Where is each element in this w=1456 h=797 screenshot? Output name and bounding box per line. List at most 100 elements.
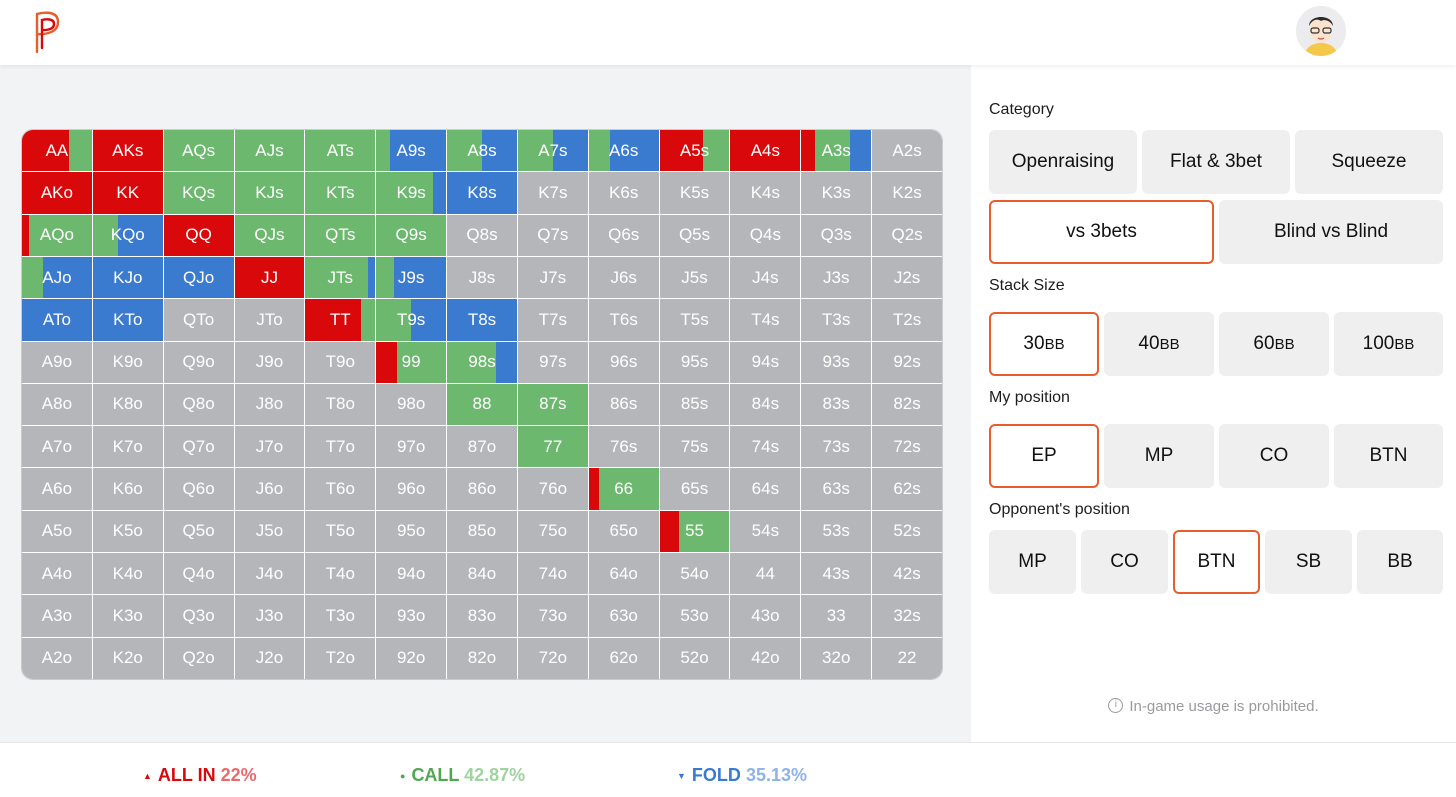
hand-cell[interactable]: J8s xyxy=(447,256,517,299)
hand-cell[interactable]: 65s xyxy=(659,468,730,510)
hand-cell[interactable]: T3s xyxy=(801,299,872,341)
hand-cell[interactable]: K9o xyxy=(92,341,163,383)
hand-cell[interactable]: A8o xyxy=(22,383,92,426)
hand-cell[interactable]: 85o xyxy=(447,510,517,553)
hand-cell[interactable]: 95o xyxy=(376,510,447,553)
hand-cell[interactable]: 72s xyxy=(872,426,942,468)
hand-cell[interactable]: KTo xyxy=(92,299,163,341)
hand-cell[interactable]: JTs xyxy=(305,256,376,299)
hand-cell[interactable]: Q8o xyxy=(163,383,234,426)
hand-cell[interactable]: A4o xyxy=(22,553,92,595)
hand-cell[interactable]: KQo xyxy=(92,214,163,256)
hand-cell[interactable]: 87s xyxy=(517,383,588,426)
hand-cell[interactable]: 94s xyxy=(730,341,801,383)
hand-cell[interactable]: A6o xyxy=(22,468,92,510)
hand-cell[interactable]: 85s xyxy=(659,383,730,426)
hand-cell[interactable]: 73o xyxy=(517,595,588,637)
hand-cell[interactable]: 99 xyxy=(376,341,447,383)
hand-cell[interactable]: QJo xyxy=(163,256,234,299)
hand-cell[interactable]: J4o xyxy=(234,553,305,595)
stack-60bb[interactable]: 60 BB xyxy=(1219,312,1329,376)
category-openraising[interactable]: Openraising xyxy=(989,130,1137,194)
hand-cell[interactable]: 98s xyxy=(447,341,517,383)
hand-cell[interactable]: Q3s xyxy=(801,214,872,256)
hand-cell[interactable]: 33 xyxy=(801,595,872,637)
hand-cell[interactable]: 63s xyxy=(801,468,872,510)
hand-cell[interactable]: J5o xyxy=(234,510,305,553)
hand-cell[interactable]: 66 xyxy=(588,468,659,510)
hand-cell[interactable]: 54o xyxy=(659,553,730,595)
hand-cell[interactable]: 97o xyxy=(376,426,447,468)
hand-cell[interactable]: Q3o xyxy=(163,595,234,637)
hand-cell[interactable]: K2o xyxy=(92,637,163,679)
hand-cell[interactable]: 86o xyxy=(447,468,517,510)
hand-cell[interactable]: 84s xyxy=(730,383,801,426)
hand-cell[interactable]: AQo xyxy=(22,214,92,256)
opp-position-btn[interactable]: BTN xyxy=(1173,530,1260,594)
hand-cell[interactable]: K5s xyxy=(659,172,730,214)
category-blind-vs-blind[interactable]: Blind vs Blind xyxy=(1219,200,1443,264)
opp-position-co[interactable]: CO xyxy=(1081,530,1168,594)
hand-cell[interactable]: 92s xyxy=(872,341,942,383)
hand-cell[interactable]: 86s xyxy=(588,383,659,426)
hand-cell[interactable]: 52s xyxy=(872,510,942,553)
hand-cell[interactable]: QTs xyxy=(305,214,376,256)
hand-cell[interactable]: J8o xyxy=(234,383,305,426)
hand-cell[interactable]: 73s xyxy=(801,426,872,468)
hand-cell[interactable]: K8s xyxy=(447,172,517,214)
hand-cell[interactable]: 72o xyxy=(517,637,588,679)
hand-cell[interactable]: 22 xyxy=(872,637,942,679)
hand-cell[interactable]: Q9s xyxy=(376,214,447,256)
hand-cell[interactable]: K3o xyxy=(92,595,163,637)
hand-cell[interactable]: K7o xyxy=(92,426,163,468)
hand-cell[interactable]: AJo xyxy=(22,256,92,299)
hand-cell[interactable]: 93s xyxy=(801,341,872,383)
hand-cell[interactable]: Q4o xyxy=(163,553,234,595)
hand-cell[interactable]: 96s xyxy=(588,341,659,383)
opp-position-sb[interactable]: SB xyxy=(1265,530,1352,594)
hand-cell[interactable]: T8o xyxy=(305,383,376,426)
hand-cell[interactable]: KTs xyxy=(305,172,376,214)
hand-cell[interactable]: JJ xyxy=(234,256,305,299)
hand-cell[interactable]: J7s xyxy=(517,256,588,299)
hand-cell[interactable]: 44 xyxy=(730,553,801,595)
hand-cell[interactable]: J5s xyxy=(659,256,730,299)
hand-cell[interactable]: AJs xyxy=(234,130,305,172)
hand-cell[interactable]: 55 xyxy=(659,510,730,553)
hand-cell[interactable]: TT xyxy=(305,299,376,341)
hand-cell[interactable]: 64s xyxy=(730,468,801,510)
hand-cell[interactable]: Q6s xyxy=(588,214,659,256)
hand-cell[interactable]: A2s xyxy=(872,130,942,172)
hand-cell[interactable]: Q9o xyxy=(163,341,234,383)
hand-cell[interactable]: 87o xyxy=(447,426,517,468)
hand-cell[interactable]: A9s xyxy=(376,130,447,172)
hand-cell[interactable]: J3s xyxy=(801,256,872,299)
hand-cell[interactable]: 75s xyxy=(659,426,730,468)
hand-cell[interactable]: 63o xyxy=(588,595,659,637)
hand-cell[interactable]: A7s xyxy=(517,130,588,172)
stack-30bb[interactable]: 30 BB xyxy=(989,312,1099,376)
hand-cell[interactable]: KK xyxy=(92,172,163,214)
stack-100bb[interactable]: 100 BB xyxy=(1334,312,1443,376)
hand-cell[interactable]: 62s xyxy=(872,468,942,510)
hand-cell[interactable]: A3s xyxy=(801,130,872,172)
hand-cell[interactable]: 42o xyxy=(730,637,801,679)
hand-cell[interactable]: A2o xyxy=(22,637,92,679)
hand-cell[interactable]: K6s xyxy=(588,172,659,214)
hand-cell[interactable]: 75o xyxy=(517,510,588,553)
hand-cell[interactable]: T2o xyxy=(305,637,376,679)
hand-cell[interactable]: T6o xyxy=(305,468,376,510)
hand-cell[interactable]: 42s xyxy=(872,553,942,595)
hand-cell[interactable]: A5s xyxy=(659,130,730,172)
hand-cell[interactable]: 88 xyxy=(447,383,517,426)
category-flat-3bet[interactable]: Flat & 3bet xyxy=(1142,130,1290,194)
hand-cell[interactable]: J4s xyxy=(730,256,801,299)
hand-cell[interactable]: J6s xyxy=(588,256,659,299)
hand-cell[interactable]: 32s xyxy=(872,595,942,637)
hand-cell[interactable]: K3s xyxy=(801,172,872,214)
hand-cell[interactable]: Q2o xyxy=(163,637,234,679)
hand-cell[interactable]: Q6o xyxy=(163,468,234,510)
hand-cell[interactable]: T5o xyxy=(305,510,376,553)
my-position-co[interactable]: CO xyxy=(1219,424,1329,488)
hand-cell[interactable]: QJs xyxy=(234,214,305,256)
